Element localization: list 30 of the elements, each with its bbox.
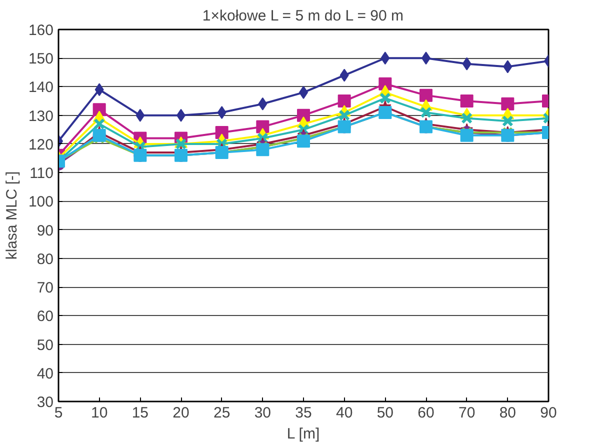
x-tick-label: 70	[458, 404, 476, 422]
chart-title: 1×kołowe L = 5 m do L = 90 m	[202, 8, 404, 24]
y-tick-label: 140	[28, 79, 54, 96]
y-tick-label: 110	[30, 165, 54, 182]
x-tick-label: 10	[90, 404, 108, 422]
x-tick-label: 90	[540, 404, 557, 422]
x-tick-label: 5	[54, 404, 63, 422]
x-axis-title: L [m]	[286, 426, 320, 442]
y-tick-label: 80	[36, 250, 54, 268]
y-tick-label: 70	[36, 280, 54, 297]
y-tick-label: 40	[36, 365, 54, 382]
y-axis-title: klasa MLC [-]	[3, 171, 20, 260]
y-tick-label: 120	[28, 136, 54, 154]
y-tick-label: 60	[36, 308, 54, 326]
x-tick-label: 40	[336, 404, 353, 422]
y-tick-label: 100	[28, 194, 54, 211]
x-tick-label: 20	[172, 404, 190, 422]
x-tick-label: 80	[499, 404, 516, 422]
y-tick-label: 90	[36, 222, 54, 240]
x-tick-label: 15	[132, 404, 149, 422]
x-tick-label: 35	[295, 404, 312, 422]
y-tick-label: 160	[28, 22, 54, 39]
x-tick-label: 30	[254, 404, 272, 422]
y-tick-label: 50	[36, 336, 54, 354]
x-tick-label: 50	[376, 404, 394, 422]
x-tick-label: 25	[213, 404, 230, 422]
y-tick-label: 150	[28, 50, 54, 68]
y-tick-label: 30	[36, 394, 54, 411]
y-tick-label: 130	[28, 108, 54, 125]
x-tick-label: 60	[418, 404, 434, 422]
